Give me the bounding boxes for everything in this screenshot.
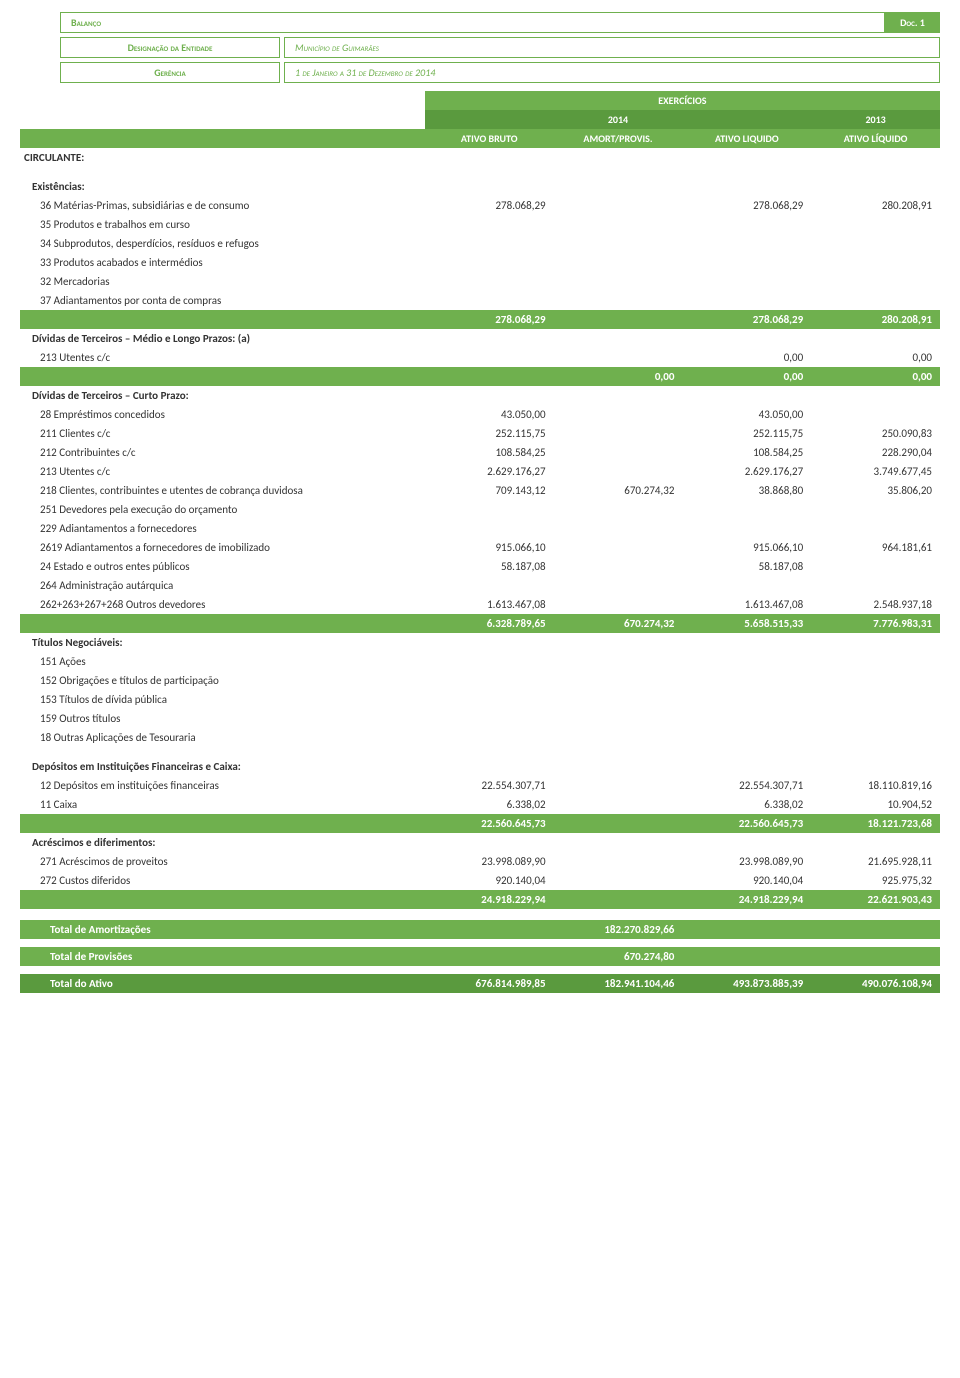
- table-row: 28 Empréstimos concedidos43.050,0043.050…: [20, 405, 940, 424]
- total-amortizacoes: Total de Amortizações182.270.829,66: [20, 919, 940, 940]
- table-row: 213 Utentes c/c2.629.176,272.629.176,273…: [20, 462, 940, 481]
- col-amort: AMORT/PROVIS.: [554, 129, 683, 148]
- table-row: 212 Contribuintes c/c108.584,25108.584,2…: [20, 443, 940, 462]
- header-designacao-value: Município de Guimarães: [284, 37, 940, 58]
- table-row: 211 Clientes c/c252.115,75252.115,75250.…: [20, 424, 940, 443]
- table-row: 151 Ações: [20, 652, 940, 671]
- col-2013: 2013: [811, 110, 940, 129]
- table-row: 18 Outras Aplicações de Tesouraria: [20, 728, 940, 747]
- table-row: 153 Títulos de dívida pública: [20, 690, 940, 709]
- table-row: 36 Matérias-Primas, subsidiárias e de co…: [20, 196, 940, 215]
- table-row: 11 Caixa6.338,026.338,0210.904,52: [20, 795, 940, 814]
- table-row: 159 Outros títulos: [20, 709, 940, 728]
- table-row: 272 Custos diferidos920.140,04920.140,04…: [20, 871, 940, 890]
- balance-table: EXERCÍCIOS 20142013 ATIVO BRUTO AMORT/PR…: [20, 91, 940, 993]
- subtotal-row: 24.918.229,9424.918.229,9422.621.903,43: [20, 890, 940, 909]
- table-row: 229 Adiantamentos a fornecedores: [20, 519, 940, 538]
- table-row: 12 Depósitos em instituições financeiras…: [20, 776, 940, 795]
- section-acrescimos: Acréscimos e diferimentos:: [20, 833, 425, 852]
- col-2014: 2014: [425, 110, 811, 129]
- subtotal-row: 0,000,000,00: [20, 367, 940, 386]
- table-row: 24 Estado e outros entes públicos58.187,…: [20, 557, 940, 576]
- header-designacao-label: Designação da Entidade: [60, 37, 280, 58]
- table-row: 2619 Adiantamentos a fornecedores de imo…: [20, 538, 940, 557]
- total-ativo: Total do Ativo676.814.989,85182.941.104,…: [20, 974, 940, 993]
- table-row: 218 Clientes, contribuintes e utentes de…: [20, 481, 940, 500]
- table-row: 35 Produtos e trabalhos em curso: [20, 215, 940, 234]
- total-provisoes: Total de Provisões670.274,80: [20, 947, 940, 967]
- col-exercicios: EXERCÍCIOS: [425, 91, 940, 110]
- section-circulante: CIRCULANTE:: [20, 148, 425, 167]
- table-row: 32 Mercadorias: [20, 272, 940, 291]
- table-row: 33 Produtos acabados e intermédios: [20, 253, 940, 272]
- subtotal-row: 6.328.789,65670.274,325.658.515,337.776.…: [20, 614, 940, 633]
- table-row: 262+263+267+268 Outros devedores1.613.46…: [20, 595, 940, 614]
- section-dividas-curto: Dívidas de Terceiros – Curto Prazo:: [20, 386, 425, 405]
- section-dividas-ml: Dívidas de Terceiros – Médio e Longo Pra…: [20, 329, 425, 348]
- table-row: 251 Devedores pela execução do orçamento: [20, 500, 940, 519]
- header-balanco: Balanço: [60, 12, 885, 33]
- table-row: 264 Administração autárquica: [20, 576, 940, 595]
- section-depositos: Depósitos em Instituições Financeiras e …: [20, 757, 425, 776]
- col-ativo-liquido-2013: ATIVO LÍQUIDO: [811, 129, 940, 148]
- table-row: 152 Obrigações e títulos de participação: [20, 671, 940, 690]
- header-gerencia-label: Gerência: [60, 62, 280, 83]
- table-row: 34 Subprodutos, desperdícios, resíduos e…: [20, 234, 940, 253]
- table-row: 213 Utentes c/c0,000,00: [20, 348, 940, 367]
- header-gerencia-value: 1 de Janeiro a 31 de Dezembro de 2014: [284, 62, 940, 83]
- table-row: 37 Adiantamentos por conta de compras: [20, 291, 940, 310]
- col-ativo-liquido: ATIVO LIQUIDO: [682, 129, 811, 148]
- header-doc: Doc. 1: [885, 12, 940, 33]
- table-row: 271 Acréscimos de proveitos23.998.089,90…: [20, 852, 940, 871]
- subtotal-row: 278.068,29278.068,29280.208,91: [20, 310, 940, 329]
- subtotal-row: 22.560.645,7322.560.645,7318.121.723,68: [20, 814, 940, 833]
- section-existencias: Existências:: [20, 177, 425, 196]
- section-titulos: Títulos Negociáveis:: [20, 633, 425, 652]
- col-ativo-bruto: ATIVO BRUTO: [425, 129, 554, 148]
